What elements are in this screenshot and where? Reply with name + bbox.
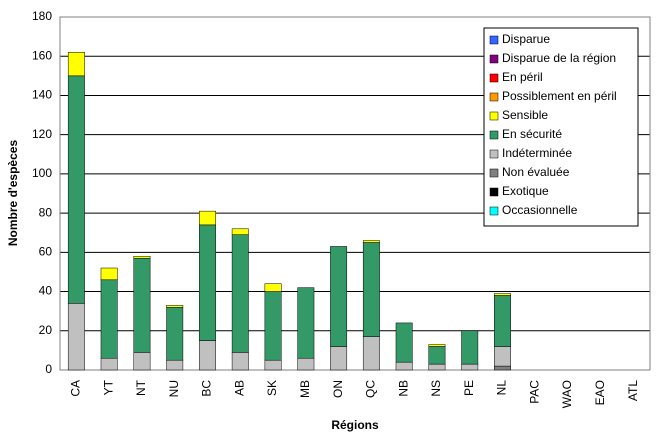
y-axis-title: Nombre d'espèces <box>6 140 20 247</box>
x-tick-label: NS <box>429 380 443 397</box>
x-tick-label: AB <box>232 380 246 396</box>
legend-swatch <box>489 206 499 216</box>
y-tick-label: 120 <box>32 127 52 141</box>
legend-swatch <box>489 35 499 45</box>
legend-label: En sécurité <box>502 127 562 141</box>
x-tick-label: PAC <box>527 380 541 404</box>
x-tick-label: EAO <box>593 380 607 405</box>
bar-segment <box>133 352 151 371</box>
x-tick-label: WAO <box>560 380 574 408</box>
legend-swatch <box>489 92 499 102</box>
x-tick-label: SK <box>265 380 279 396</box>
y-tick-label: 20 <box>39 323 53 337</box>
legend-swatch <box>489 111 499 121</box>
legend-label: Sensible <box>502 108 548 122</box>
legend-swatch <box>489 73 499 83</box>
bar-segment <box>494 295 511 347</box>
plot-frame <box>59 16 651 371</box>
bar-segment <box>100 357 118 371</box>
bar-segment <box>264 283 282 292</box>
bar-segment <box>133 257 151 353</box>
bar-segment <box>231 228 249 235</box>
x-axis-title: Régions <box>331 418 379 432</box>
bar-segment <box>461 363 479 371</box>
bar-segment <box>231 352 249 371</box>
bar-segment <box>166 305 184 308</box>
x-tick-label: NT <box>134 379 148 396</box>
y-tick-label: 180 <box>32 9 52 23</box>
legend-label: Possiblement en péril <box>502 89 617 103</box>
x-tick-label: PE <box>462 380 476 396</box>
bar-segment <box>428 346 446 365</box>
legend-label: Disparue <box>502 32 550 46</box>
bar-segment <box>133 256 151 259</box>
y-tick-label: 140 <box>32 88 52 102</box>
bar-segment <box>461 330 479 365</box>
y-tick-label: 0 <box>45 362 52 376</box>
bar-segment <box>166 359 184 371</box>
legend-label: Indéterminée <box>502 146 572 160</box>
bar-segment <box>297 287 315 359</box>
x-tick-label: NL <box>495 380 509 396</box>
legend-label: Exotique <box>502 184 549 198</box>
bar-segment <box>494 365 511 371</box>
legend-swatch <box>489 149 499 159</box>
bar-segment <box>100 267 118 281</box>
y-tick-label: 160 <box>32 48 52 62</box>
bar-segment <box>264 359 282 371</box>
bar-segment <box>100 279 118 359</box>
bar-segment <box>231 234 249 353</box>
x-tick-label: NB <box>396 380 410 397</box>
legend-label: Occasionnelle <box>502 203 578 217</box>
y-tick-label: 60 <box>39 245 53 259</box>
bar-segment <box>362 240 380 243</box>
x-tick-label: CA <box>69 380 83 397</box>
bar-segment <box>428 363 446 371</box>
bar-segment <box>166 306 184 361</box>
x-tick-label: YT <box>101 379 115 395</box>
legend-label: Disparue de la région <box>502 51 616 65</box>
bar-segment <box>297 357 315 371</box>
legend-label: En péril <box>502 70 543 84</box>
x-tick-label: ON <box>331 380 345 398</box>
legend-swatch <box>489 130 499 140</box>
bar-segment <box>362 336 380 371</box>
bar-segment <box>428 344 446 347</box>
legend-label: Non évaluée <box>502 165 570 179</box>
y-tick-label: 100 <box>32 166 52 180</box>
legend-swatch <box>489 187 499 197</box>
bar-segment <box>199 224 216 341</box>
bar-segment <box>395 361 413 371</box>
bar-segment <box>67 52 85 77</box>
y-tick-label: 40 <box>39 284 53 298</box>
legend-box <box>483 27 639 227</box>
legend-swatch <box>489 54 499 64</box>
bar-segment <box>199 210 216 226</box>
y-tick-label: 80 <box>39 205 53 219</box>
bar-segment <box>330 246 348 347</box>
legend-swatch <box>489 168 499 178</box>
bar-segment <box>494 293 511 296</box>
x-tick-label: BC <box>200 380 214 397</box>
bar-segment <box>494 346 511 367</box>
bar-segment <box>67 75 85 304</box>
bar-segment <box>330 346 348 371</box>
bar-segment <box>199 340 216 371</box>
x-tick-label: QC <box>364 380 378 398</box>
x-tick-label: MB <box>298 380 312 398</box>
bar-segment <box>362 242 380 337</box>
bar-segment <box>395 322 413 363</box>
x-tick-label: NU <box>167 380 181 397</box>
x-tick-label: ATL <box>626 380 640 401</box>
bar-segment <box>264 291 282 361</box>
bar-segment <box>67 303 85 371</box>
